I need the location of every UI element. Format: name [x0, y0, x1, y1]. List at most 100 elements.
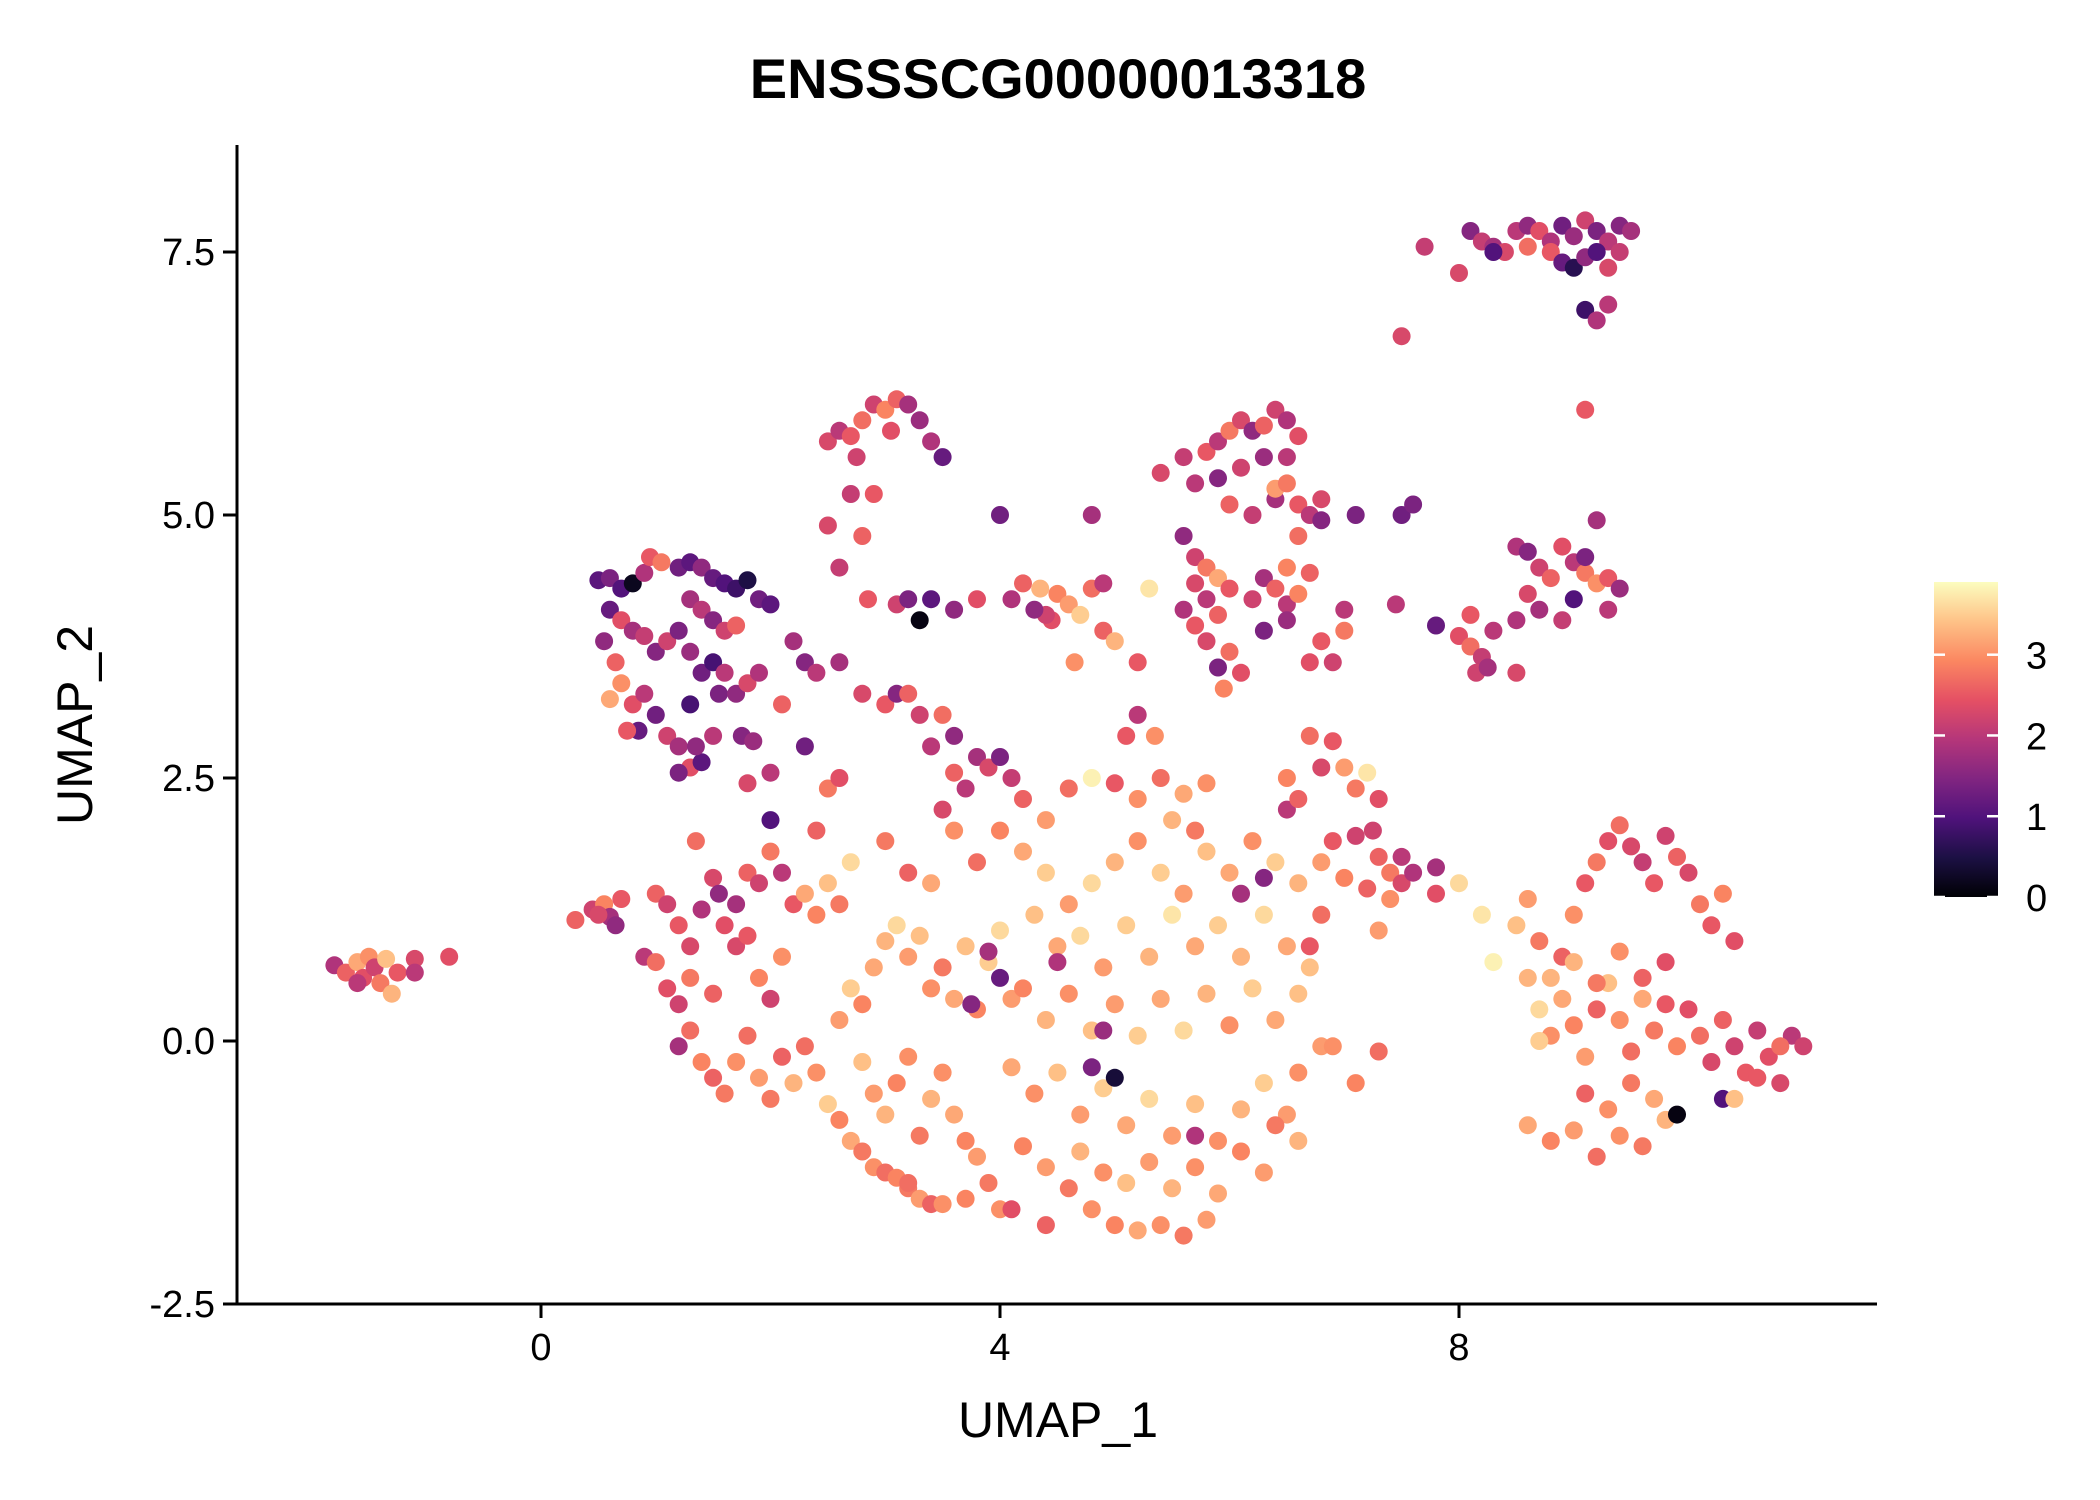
scatter-point	[1587, 853, 1606, 872]
scatter-point	[1105, 1216, 1124, 1235]
scatter-point	[1599, 600, 1618, 619]
scatter-point	[1335, 758, 1354, 777]
scatter-point	[807, 1063, 826, 1082]
colorbar-ticks: 0 1 2 3	[1934, 636, 2047, 920]
scatter-point	[1369, 847, 1388, 866]
scatter-point	[1748, 1021, 1767, 1040]
scatter-point	[933, 705, 952, 724]
scatter-point	[807, 821, 826, 840]
scatter-point	[1518, 542, 1537, 561]
scatter-point	[1381, 863, 1400, 882]
scatter-point	[1232, 411, 1250, 430]
scatter-point	[600, 690, 619, 709]
scatter-point	[910, 705, 929, 724]
scatter-point	[681, 1021, 700, 1040]
scatter-point	[704, 984, 723, 1003]
scatter-point	[681, 695, 700, 714]
scatter-point	[795, 1037, 814, 1056]
scatter-point	[1312, 758, 1331, 777]
scatter-point	[388, 963, 407, 982]
scatter-point	[646, 705, 665, 724]
scatter-point	[956, 779, 975, 798]
scatter-point	[1163, 1179, 1182, 1198]
scatter-point	[1564, 953, 1583, 972]
scatter-point	[818, 432, 837, 451]
y-tick-label: 5.0	[162, 495, 215, 537]
scatter-point	[658, 632, 677, 651]
scatter-point	[1014, 1137, 1032, 1156]
scatter-point	[1059, 779, 1078, 798]
scatter-point	[1266, 579, 1285, 598]
scatter-point	[692, 753, 711, 772]
scatter-point	[1530, 1032, 1549, 1050]
scatter-point	[618, 721, 637, 740]
scatter-point	[1564, 1121, 1583, 1140]
x-axis-ticks: 0 4 8	[530, 1304, 1470, 1369]
scatter-point	[818, 874, 837, 893]
scatter-point	[876, 932, 895, 951]
scatter-point	[1427, 858, 1445, 877]
scatter-point	[1358, 879, 1377, 898]
scatter-point	[595, 632, 614, 651]
scatter-point	[1140, 1089, 1159, 1108]
scatter-point	[1633, 1137, 1652, 1156]
scatter-point	[750, 1068, 768, 1087]
scatter-point	[1679, 863, 1698, 882]
scatter-point	[1541, 968, 1560, 987]
scatter-point	[945, 726, 964, 745]
scatter-point	[853, 411, 872, 430]
scatter-point	[1633, 968, 1652, 987]
scatter-point	[979, 758, 998, 777]
scatter-point	[922, 432, 941, 451]
scatter-point	[933, 1063, 952, 1082]
scatter-point	[1656, 995, 1675, 1014]
scatter-point	[1576, 211, 1595, 230]
scatter-point	[1232, 884, 1250, 903]
scatter-point	[1300, 726, 1319, 745]
colorbar-tick-label: 2	[2026, 716, 2047, 758]
scatter-point	[1277, 595, 1296, 614]
scatter-point	[1312, 632, 1331, 651]
scatter-point	[1587, 974, 1606, 993]
scatter-point	[1622, 1074, 1641, 1093]
scatter-point	[1071, 926, 1090, 945]
scatter-point	[899, 947, 918, 966]
scatter-point	[1576, 1047, 1595, 1066]
scatter-point	[704, 611, 723, 630]
scatter-point	[1186, 1095, 1205, 1114]
scatter-point	[933, 1195, 952, 1214]
scatter-point	[1622, 837, 1641, 856]
scatter-point	[1725, 1089, 1744, 1108]
scatter-point	[1277, 558, 1296, 577]
scatter-point	[899, 863, 918, 882]
scatter-point	[1587, 243, 1606, 261]
scatter-point	[1645, 1021, 1664, 1040]
scatter-point	[876, 832, 895, 851]
scatter-point	[1312, 490, 1331, 509]
scatter-point	[859, 590, 877, 609]
scatter-point	[1220, 642, 1239, 661]
scatter-point	[1461, 637, 1480, 656]
scatter-point	[1369, 921, 1388, 940]
scatter-point	[1794, 1037, 1813, 1056]
scatter-point	[715, 916, 734, 935]
scatter-point	[1174, 448, 1193, 467]
scatter-point	[830, 895, 849, 914]
scatter-point	[704, 653, 723, 672]
scatter-point	[853, 527, 872, 545]
scatter-point	[922, 979, 941, 998]
scatter-point	[1197, 842, 1216, 861]
scatter-point	[1478, 658, 1497, 677]
scatter-point	[623, 695, 642, 714]
scatter-point	[830, 1110, 849, 1129]
scatter-point	[1214, 679, 1233, 698]
scatter-point	[1404, 863, 1423, 882]
scatter-point	[1461, 222, 1480, 240]
scatter-point	[1254, 905, 1273, 924]
scatter-points	[325, 211, 1813, 1245]
scatter-point	[1358, 763, 1377, 782]
scatter-point	[1289, 427, 1308, 446]
scatter-point	[1335, 621, 1354, 640]
scatter-point	[1656, 953, 1675, 972]
scatter-point	[795, 737, 814, 756]
